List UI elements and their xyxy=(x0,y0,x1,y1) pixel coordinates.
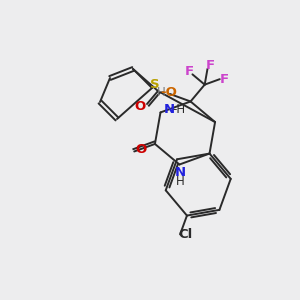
Text: Cl: Cl xyxy=(178,228,192,241)
Text: H: H xyxy=(176,175,185,188)
Text: -O: -O xyxy=(160,86,177,100)
Text: O: O xyxy=(134,100,146,112)
Text: H: H xyxy=(157,86,165,100)
Text: N: N xyxy=(175,166,186,179)
Text: -H: -H xyxy=(172,103,185,116)
Text: F: F xyxy=(185,65,194,78)
Text: F: F xyxy=(220,73,229,86)
Text: S: S xyxy=(150,77,160,91)
Text: F: F xyxy=(206,59,215,72)
Text: O: O xyxy=(136,143,147,156)
Text: N: N xyxy=(164,103,175,116)
